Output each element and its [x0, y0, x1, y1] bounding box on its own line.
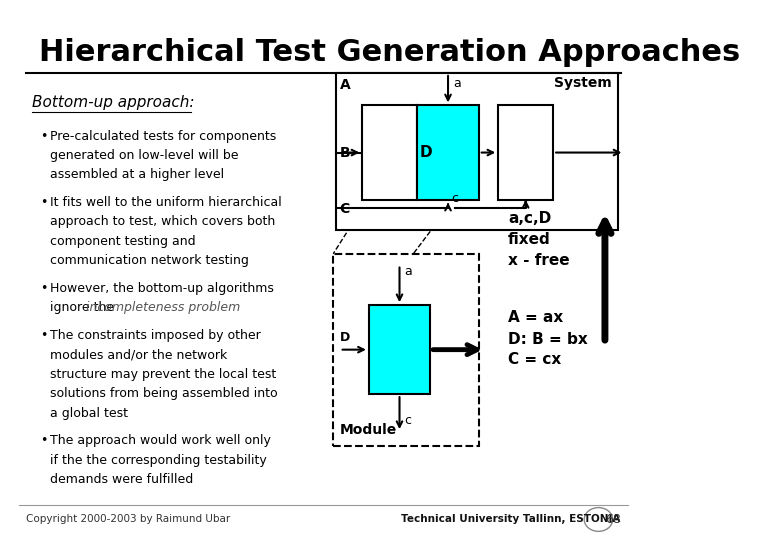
Bar — [417, 105, 479, 200]
Text: The approach would work well only: The approach would work well only — [51, 434, 271, 447]
Text: generated on low-level will be: generated on low-level will be — [51, 149, 239, 162]
Text: •: • — [40, 282, 48, 295]
Text: a: a — [404, 265, 412, 278]
Text: approach to test, which covers both: approach to test, which covers both — [51, 215, 275, 228]
Bar — [333, 254, 479, 446]
Text: •: • — [40, 329, 48, 342]
Text: It fits well to the uniform hierarchical: It fits well to the uniform hierarchical — [51, 196, 282, 209]
Text: a: a — [453, 77, 461, 90]
Text: c: c — [452, 192, 459, 205]
Text: 68: 68 — [605, 513, 621, 526]
Text: assembled at a higher level: assembled at a higher level — [51, 168, 225, 181]
Text: D: D — [339, 331, 350, 345]
Text: B: B — [339, 146, 350, 159]
Text: Bottom-up approach:: Bottom-up approach: — [32, 94, 195, 110]
Text: Module: Module — [339, 423, 397, 437]
Text: structure may prevent the local test: structure may prevent the local test — [51, 368, 277, 381]
Text: System: System — [554, 76, 612, 90]
Text: However, the bottom-up algorithms: However, the bottom-up algorithms — [51, 282, 275, 295]
Text: solutions from being assembled into: solutions from being assembled into — [51, 387, 278, 400]
Bar — [498, 105, 553, 200]
Text: A: A — [339, 78, 350, 92]
Text: demands were fulfilled: demands were fulfilled — [51, 473, 193, 486]
Text: D: D — [420, 145, 433, 160]
Text: if the the corresponding testability: if the the corresponding testability — [51, 454, 268, 467]
Text: Pre-calculated tests for components: Pre-calculated tests for components — [51, 130, 277, 143]
Bar — [362, 105, 417, 200]
Text: Copyright 2000-2003 by Raimund Ubar: Copyright 2000-2003 by Raimund Ubar — [26, 515, 230, 524]
Text: c: c — [404, 414, 411, 427]
Text: modules and/or the network: modules and/or the network — [51, 348, 228, 361]
Text: Technical University Tallinn, ESTONIA: Technical University Tallinn, ESTONIA — [401, 515, 621, 524]
Text: a,c,D
fixed
x - free: a,c,D fixed x - free — [508, 211, 569, 268]
Text: •: • — [40, 196, 48, 209]
Text: •: • — [40, 130, 48, 143]
Text: component testing and: component testing and — [51, 235, 196, 248]
Text: C: C — [339, 202, 350, 216]
Bar — [369, 305, 431, 394]
Text: •: • — [40, 434, 48, 447]
Text: Hierarchical Test Generation Approaches: Hierarchical Test Generation Approaches — [39, 38, 740, 67]
Text: ignore the: ignore the — [51, 301, 119, 314]
Bar — [336, 73, 618, 230]
Text: a global test: a global test — [51, 407, 129, 420]
Text: communication network testing: communication network testing — [51, 254, 250, 267]
Text: The constraints imposed by other: The constraints imposed by other — [51, 329, 261, 342]
Text: A = ax
D: B = bx
C = cx: A = ax D: B = bx C = cx — [508, 310, 587, 368]
Text: incompleteness problem: incompleteness problem — [86, 301, 240, 314]
